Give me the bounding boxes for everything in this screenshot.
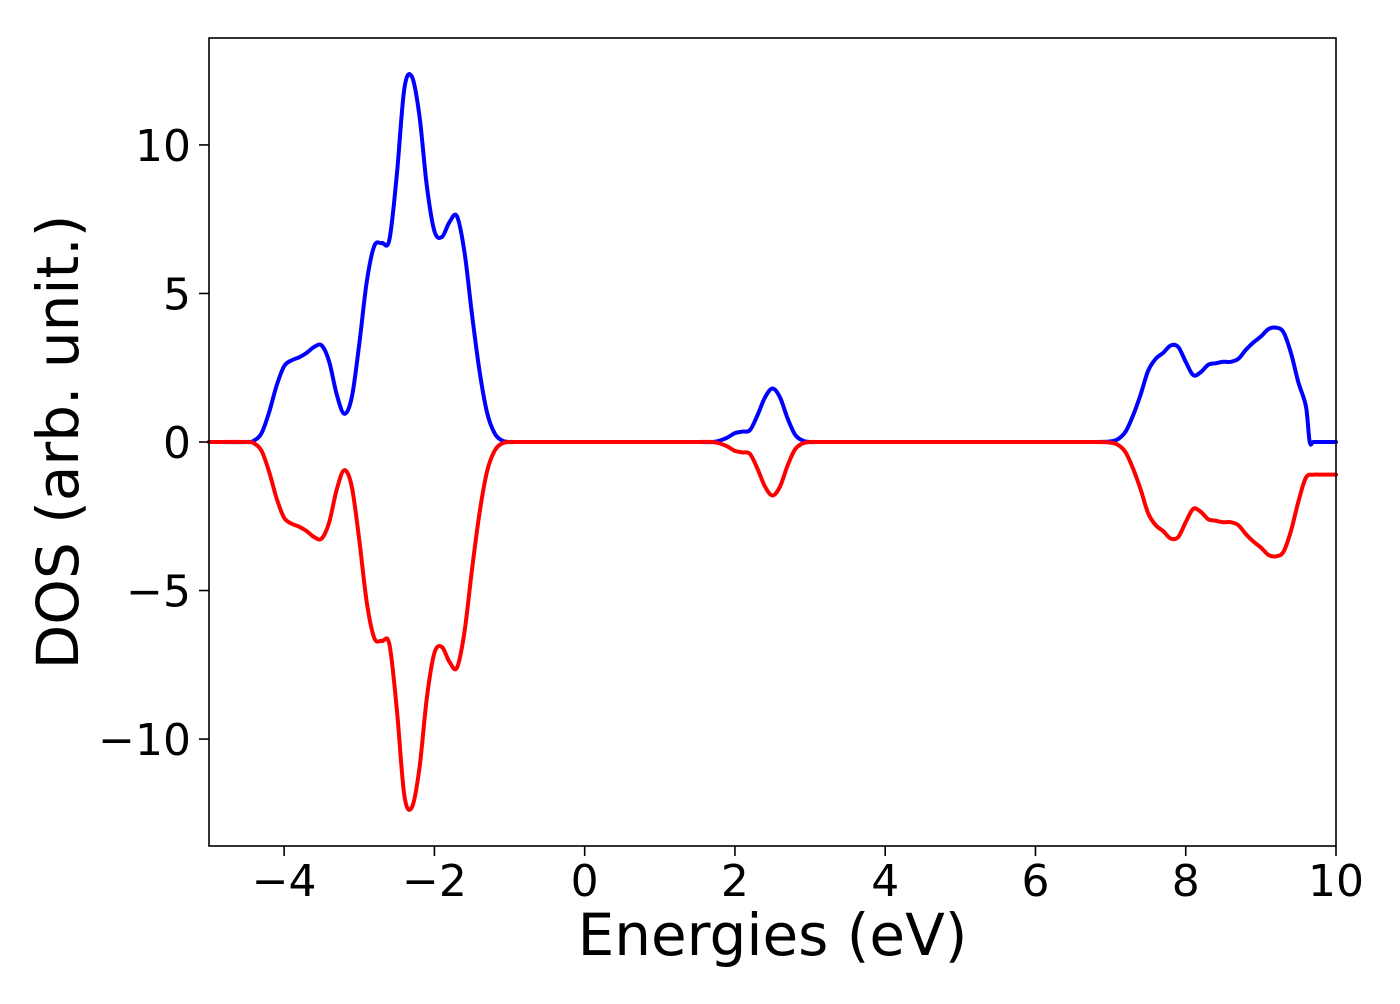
x-tick-label: 0 xyxy=(571,856,599,907)
x-tick-label: 8 xyxy=(1172,856,1200,907)
y-tick-label: −5 xyxy=(126,567,191,618)
x-axis: −4 −2 0 2 4 6 8 10 xyxy=(252,846,1364,907)
x-tick-label: −4 xyxy=(252,856,317,907)
y-axis-label: DOS (arb. unit.) xyxy=(24,215,92,670)
series-line-spin-down xyxy=(207,439,1338,812)
series-line-spin-up xyxy=(207,72,1338,447)
series-layer xyxy=(207,72,1338,812)
x-tick-label: 4 xyxy=(871,856,899,907)
x-tick-label: 2 xyxy=(721,856,749,907)
x-tick-label: 10 xyxy=(1308,856,1364,907)
y-tick-label: 0 xyxy=(163,418,191,469)
x-tick-label: −2 xyxy=(402,856,467,907)
y-axis: −10 −5 0 5 10 xyxy=(98,121,209,766)
y-tick-label: 5 xyxy=(163,269,191,320)
x-axis-label: Energies (eV) xyxy=(578,901,968,969)
x-tick-label: 6 xyxy=(1021,856,1049,907)
y-tick-label: 10 xyxy=(135,121,191,172)
y-tick-label: −10 xyxy=(98,715,191,766)
